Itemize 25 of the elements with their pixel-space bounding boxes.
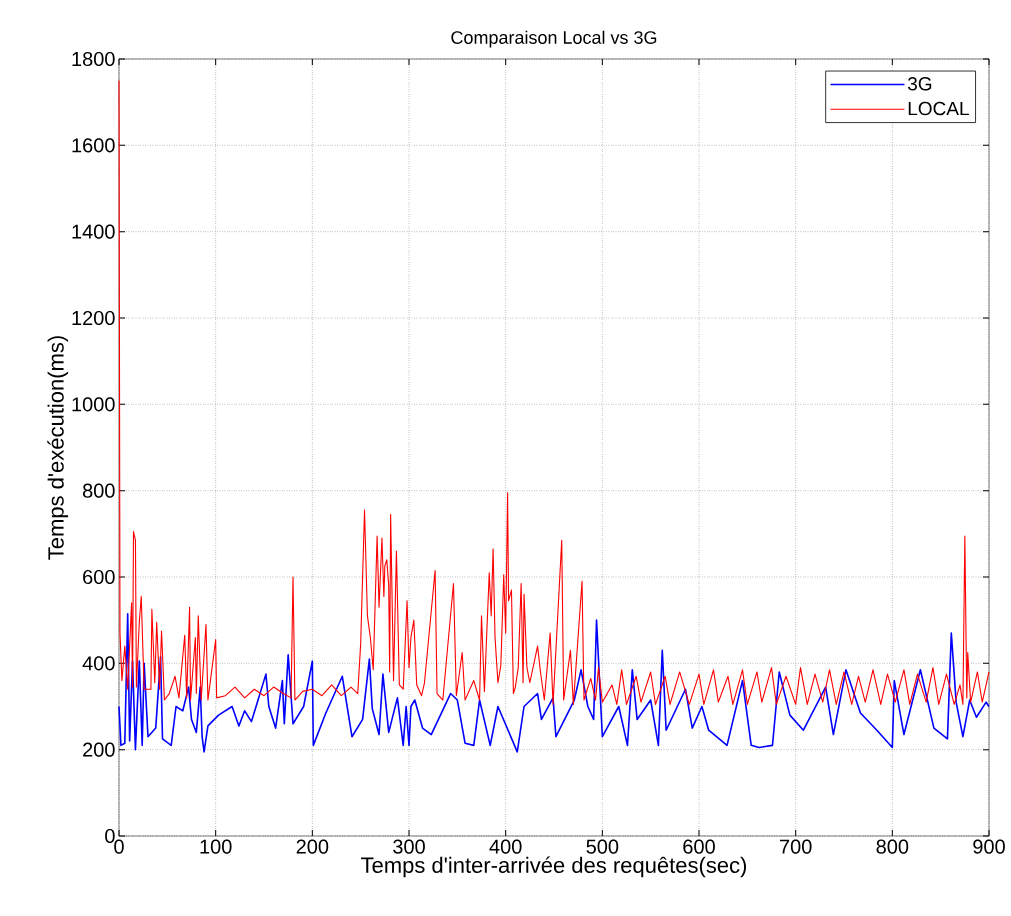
y-tick-label: 0 (105, 828, 115, 844)
x-tick-label: 900 (973, 839, 1005, 854)
x-tick-label: 800 (876, 839, 909, 854)
y-tick-label: 1800 (72, 51, 115, 67)
y-tick-label: 400 (82, 656, 115, 671)
x-tick-label: 600 (683, 839, 715, 854)
y-tick-label: 200 (83, 742, 115, 757)
x-tick-label: 500 (586, 839, 619, 854)
x-tick-label: 100 (200, 839, 232, 854)
y-axis-title: Temps d'exécution(ms) (47, 336, 69, 560)
chart-title: Comparaison Local vs 3G (451, 30, 657, 48)
x-tick-label: 200 (296, 839, 329, 854)
y-tick-label: 1400 (72, 224, 115, 239)
line-series (118, 612, 990, 753)
y-tick-label: 600 (83, 569, 115, 585)
y-tick-label: 800 (82, 483, 115, 498)
legend-label: 3G (907, 77, 932, 91)
y-tick-label: 1000 (72, 397, 115, 412)
x-tick-label: 700 (780, 839, 812, 854)
x-axis-title: Temps d'inter-arrivée des requêtes(sec) (361, 856, 747, 878)
x-tick-label: 400 (489, 839, 522, 854)
x-tick-label: 300 (393, 839, 425, 854)
legend-label: LOCAL (908, 101, 969, 116)
y-tick-label: 1200 (72, 310, 115, 326)
y-tick-label: 1600 (72, 138, 115, 153)
